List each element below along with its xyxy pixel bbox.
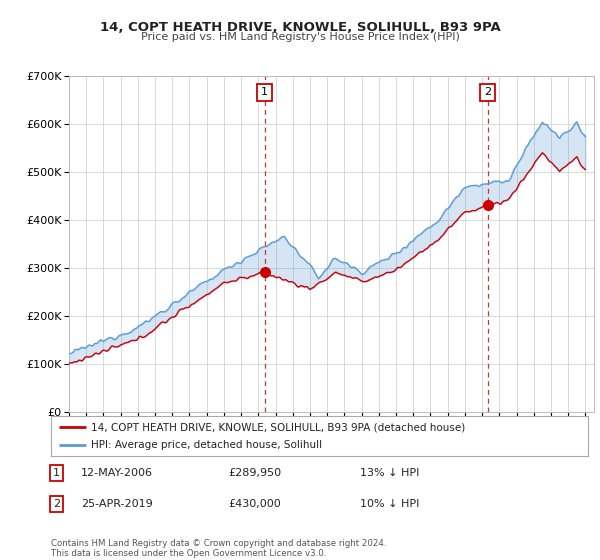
Text: £289,950: £289,950 (228, 468, 281, 478)
Text: 2: 2 (53, 499, 60, 509)
Text: 14, COPT HEATH DRIVE, KNOWLE, SOLIHULL, B93 9PA: 14, COPT HEATH DRIVE, KNOWLE, SOLIHULL, … (100, 21, 500, 34)
Text: 2: 2 (484, 87, 491, 97)
Text: 14, COPT HEATH DRIVE, KNOWLE, SOLIHULL, B93 9PA (detached house): 14, COPT HEATH DRIVE, KNOWLE, SOLIHULL, … (91, 422, 466, 432)
Text: 12-MAY-2006: 12-MAY-2006 (81, 468, 153, 478)
Text: £430,000: £430,000 (228, 499, 281, 509)
Text: Contains HM Land Registry data © Crown copyright and database right 2024.
This d: Contains HM Land Registry data © Crown c… (51, 539, 386, 558)
Text: 10% ↓ HPI: 10% ↓ HPI (360, 499, 419, 509)
Text: 1: 1 (53, 468, 60, 478)
Text: 1: 1 (261, 87, 268, 97)
Text: 25-APR-2019: 25-APR-2019 (81, 499, 153, 509)
Text: 13% ↓ HPI: 13% ↓ HPI (360, 468, 419, 478)
Text: HPI: Average price, detached house, Solihull: HPI: Average price, detached house, Soli… (91, 440, 322, 450)
Text: Price paid vs. HM Land Registry's House Price Index (HPI): Price paid vs. HM Land Registry's House … (140, 32, 460, 43)
